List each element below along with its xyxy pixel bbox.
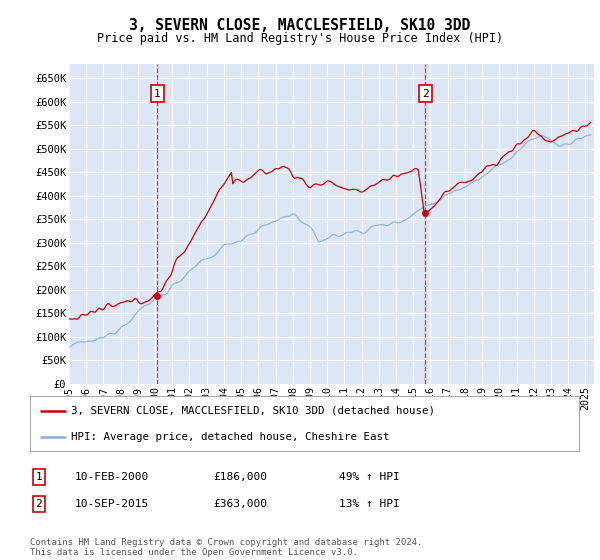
Text: £363,000: £363,000: [213, 499, 267, 509]
Text: 49% ↑ HPI: 49% ↑ HPI: [339, 472, 400, 482]
Text: Price paid vs. HM Land Registry's House Price Index (HPI): Price paid vs. HM Land Registry's House …: [97, 32, 503, 45]
Text: HPI: Average price, detached house, Cheshire East: HPI: Average price, detached house, Ches…: [71, 432, 389, 442]
Text: 10-FEB-2000: 10-FEB-2000: [75, 472, 149, 482]
Text: 1: 1: [154, 88, 161, 99]
Text: 2: 2: [35, 499, 43, 509]
Text: 13% ↑ HPI: 13% ↑ HPI: [339, 499, 400, 509]
Text: 2: 2: [422, 88, 428, 99]
Text: £186,000: £186,000: [213, 472, 267, 482]
Text: Contains HM Land Registry data © Crown copyright and database right 2024.
This d: Contains HM Land Registry data © Crown c…: [30, 538, 422, 557]
Text: 1: 1: [35, 472, 43, 482]
Text: 3, SEVERN CLOSE, MACCLESFIELD, SK10 3DD (detached house): 3, SEVERN CLOSE, MACCLESFIELD, SK10 3DD …: [71, 406, 435, 416]
Text: 10-SEP-2015: 10-SEP-2015: [75, 499, 149, 509]
Text: 3, SEVERN CLOSE, MACCLESFIELD, SK10 3DD: 3, SEVERN CLOSE, MACCLESFIELD, SK10 3DD: [130, 18, 470, 33]
